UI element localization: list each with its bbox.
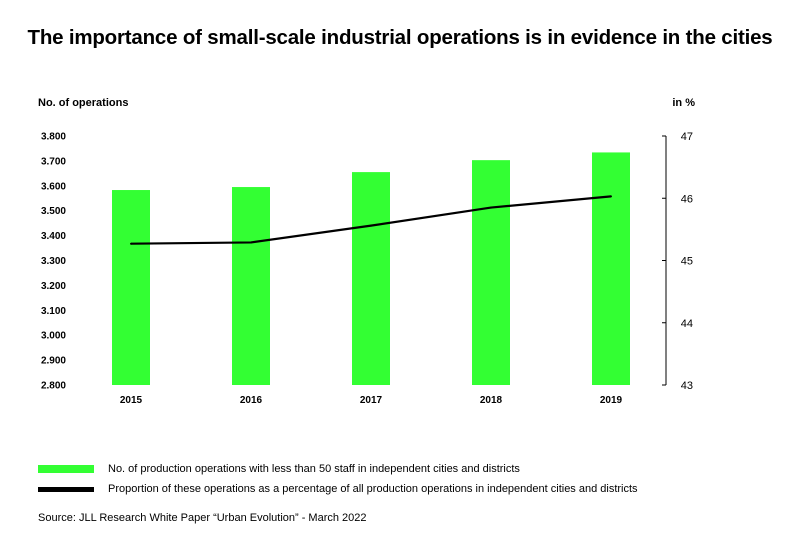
source-note: Source: JLL Research White Paper “Urban … [38,512,367,524]
x-tick-label: 2018 [480,395,503,406]
legend-item-bars: No. of production operations with less t… [38,459,638,479]
legend-item-line: Proportion of these operations as a perc… [38,479,638,499]
x-axis-ticks: 2015 2016 2017 2018 2019 [120,395,623,406]
bar-2016 [232,187,270,385]
left-tick-label: 3.000 [41,331,66,342]
left-tick-label: 3.300 [41,256,66,267]
legend-label-bars: No. of production operations with less t… [108,463,520,475]
right-axis-title: in % [672,97,695,109]
left-tick-label: 2.900 [41,356,66,367]
bar-2015 [112,190,150,385]
bar-2019 [592,152,630,385]
bar-2017 [352,172,390,385]
right-tick-label: 44 [681,318,693,330]
right-tick-label: 47 [681,131,693,143]
right-tick-label: 45 [681,256,693,268]
legend: No. of production operations with less t… [38,459,638,499]
right-tick-label: 43 [681,380,693,392]
left-tick-label: 2.800 [41,381,66,392]
bar-2018 [472,160,510,385]
legend-swatch-line [38,486,94,492]
line-point-2017 [370,224,372,227]
left-tick-label: 3.600 [41,181,66,192]
bar-series [112,152,630,385]
x-tick-label: 2016 [240,395,263,406]
x-tick-label: 2015 [120,395,143,406]
right-axis: 47 46 45 44 43 [662,131,693,392]
left-axis-title: No. of operations [38,97,128,109]
legend-swatch-bars [38,465,94,473]
left-tick-label: 3.400 [41,231,66,242]
left-tick-label: 3.200 [41,281,66,292]
left-axis-ticks: 3.800 3.700 3.600 3.500 3.400 3.300 3.200 3.100… [41,132,66,392]
line-point-2019 [610,195,612,198]
x-tick-label: 2019 [600,395,623,406]
line-point-2015 [130,242,132,245]
line-series [130,195,612,245]
chart-title: The importance of small-scale industrial… [27,26,773,49]
line-point-2018 [490,206,492,209]
line-point-2016 [250,241,252,244]
x-tick-label: 2017 [360,395,383,406]
left-tick-label: 3.500 [41,206,66,217]
left-tick-label: 3.700 [41,156,66,167]
legend-label-line: Proportion of these operations as a perc… [108,483,638,495]
left-tick-label: 3.100 [41,306,66,317]
right-tick-label: 46 [681,193,693,205]
left-tick-label: 3.800 [41,132,66,143]
